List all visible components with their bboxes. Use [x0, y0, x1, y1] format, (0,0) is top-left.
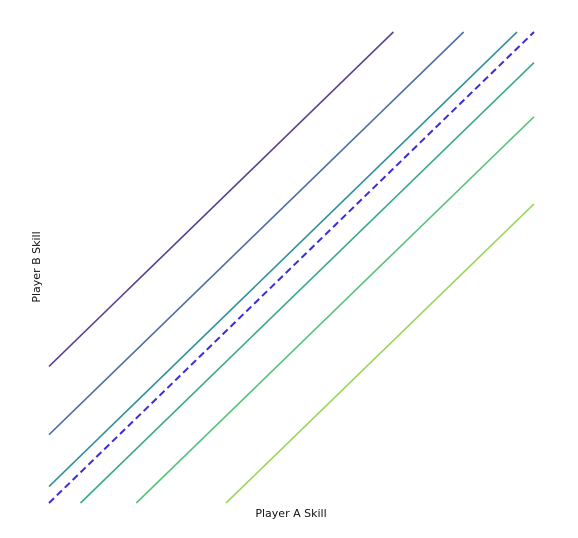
x-axis-label: Player A Skill	[255, 507, 326, 520]
series-line-1	[48, 31, 394, 367]
series-line-2	[48, 31, 465, 436]
series-line-7	[225, 203, 535, 504]
series-line-6	[135, 116, 535, 504]
series-line-5	[79, 62, 535, 504]
y-axis-label: Player B Skill	[30, 231, 43, 302]
series-line-3	[48, 31, 518, 488]
plot-area	[48, 31, 535, 504]
series-line-4	[48, 31, 535, 504]
